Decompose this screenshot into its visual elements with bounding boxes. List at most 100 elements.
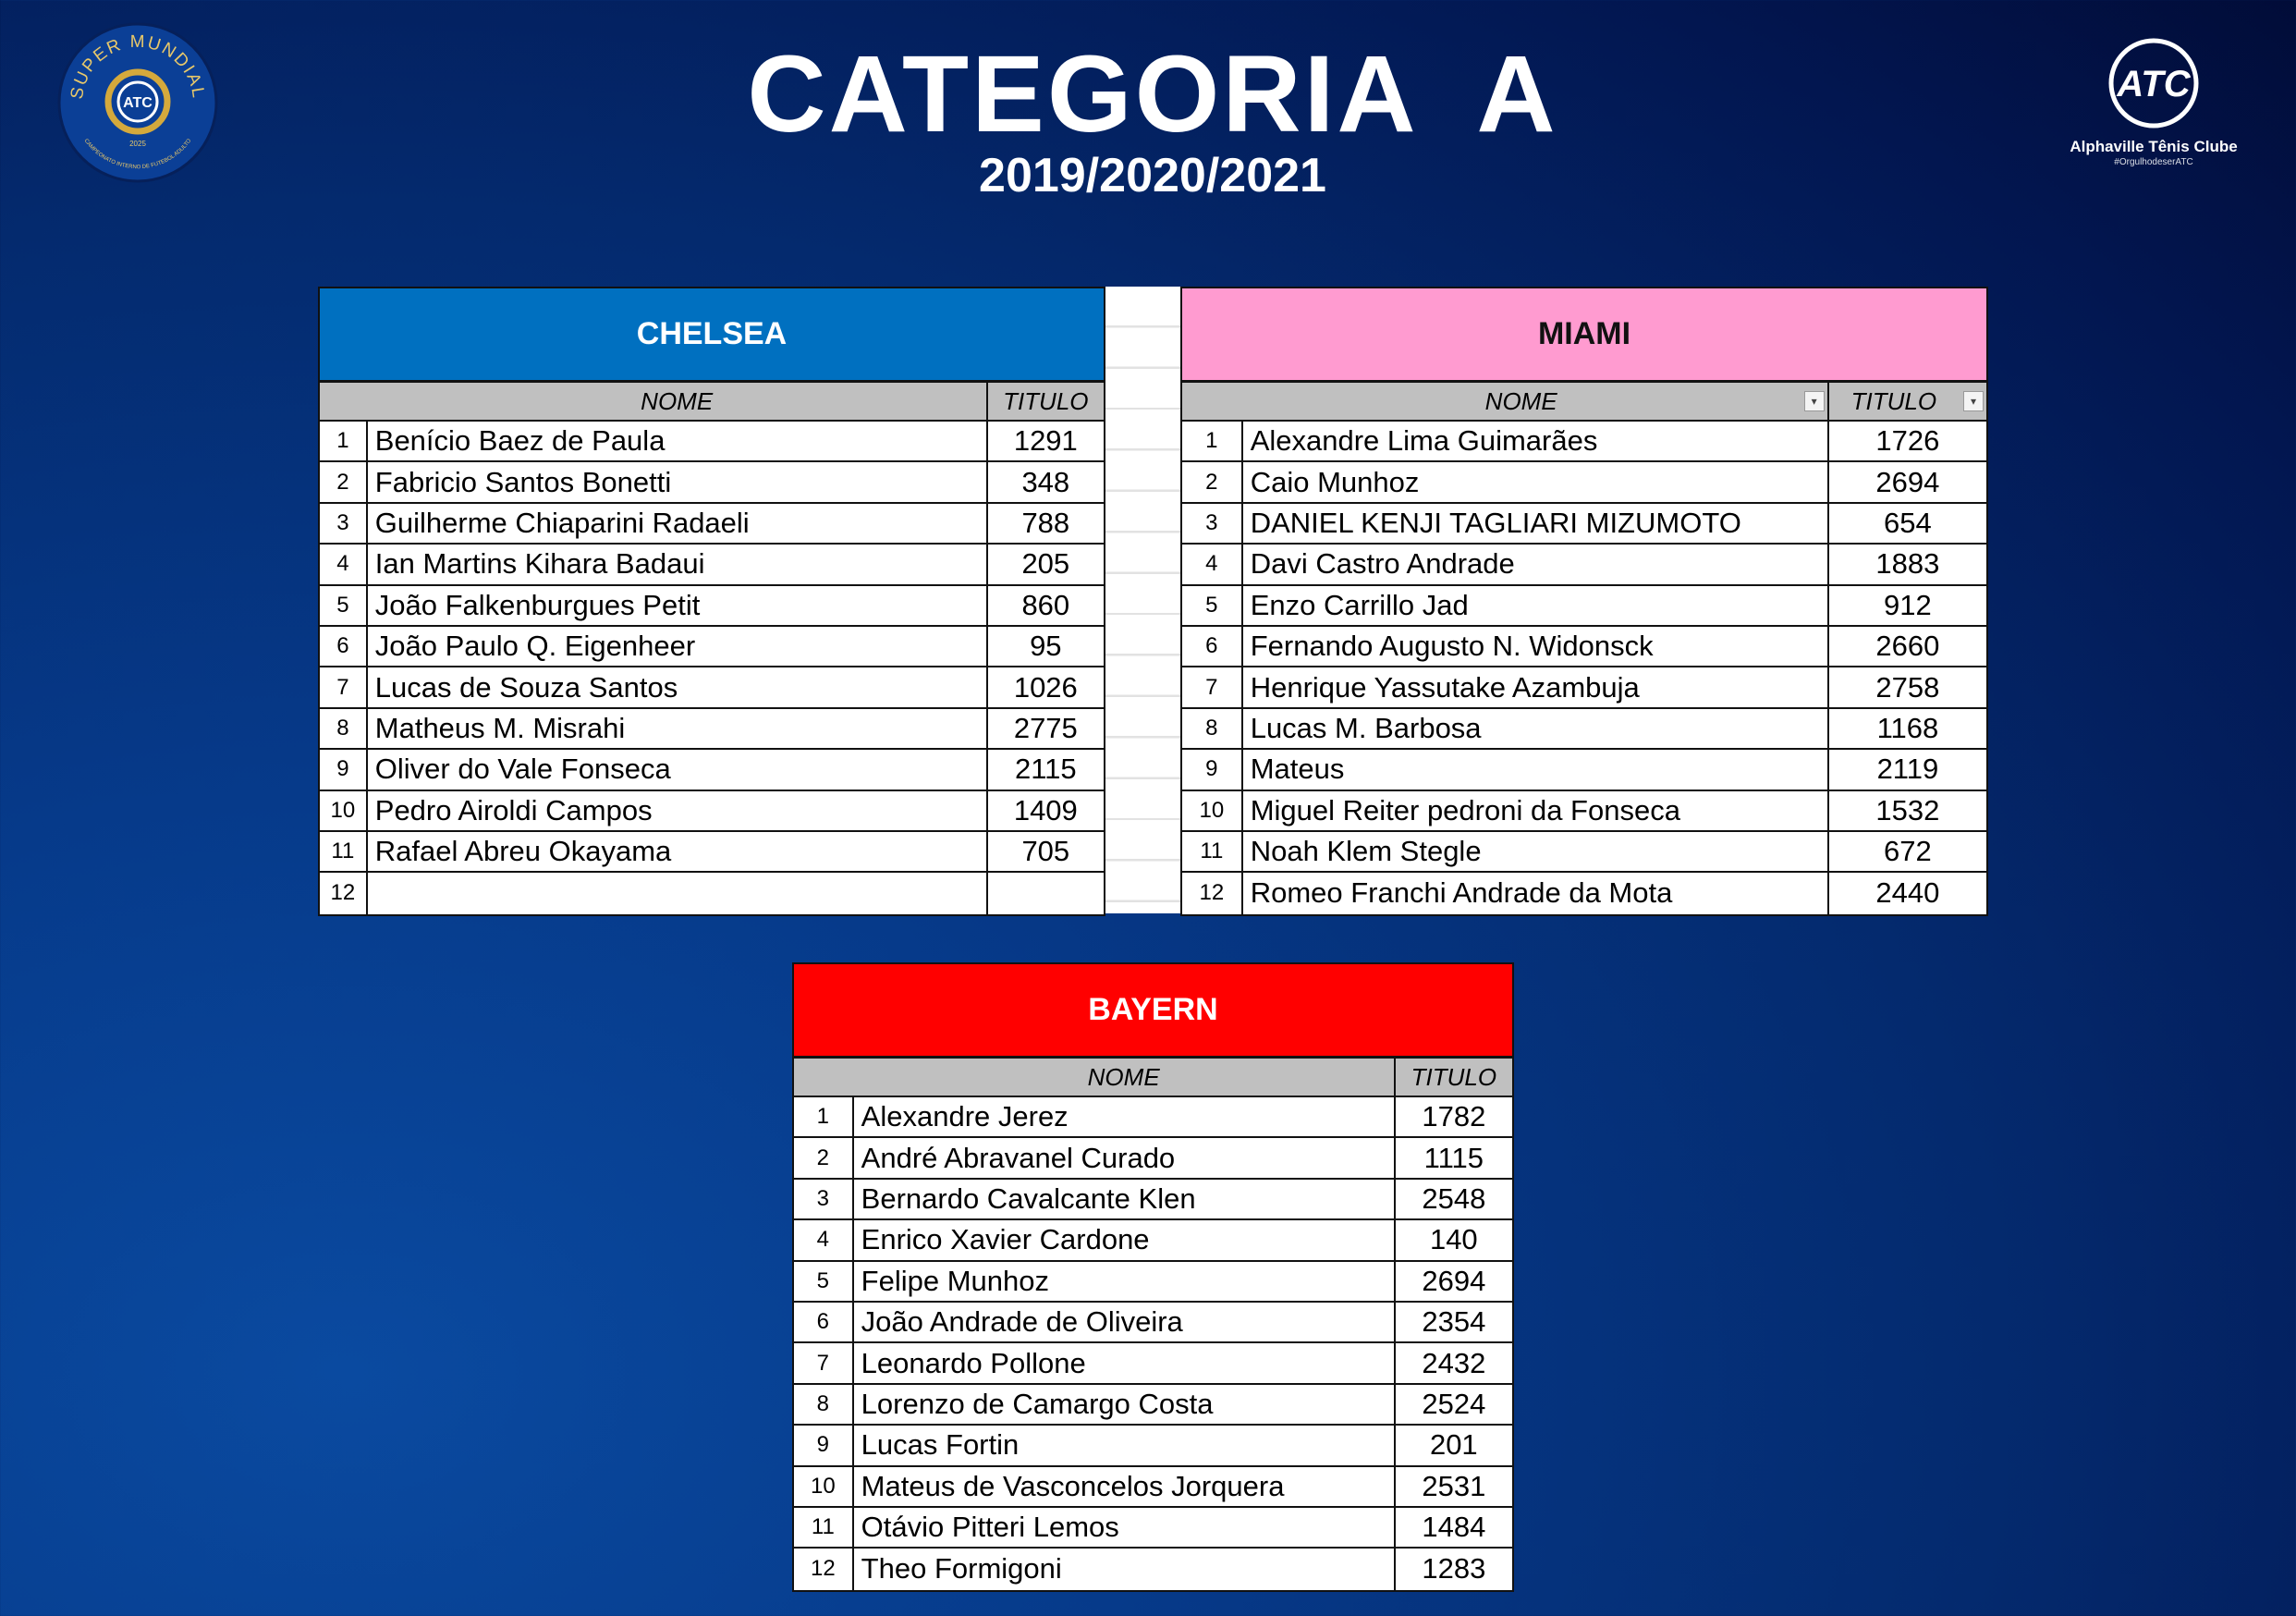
player-name: Felipe Munhoz: [854, 1261, 1396, 1301]
row-number: 5: [320, 585, 368, 625]
player-titulo: 1532: [1875, 793, 1940, 826]
player-name: Bernardo Cavalcante Klen: [854, 1179, 1396, 1219]
row-number: 11: [320, 831, 368, 872]
player-titulo: 1409: [1013, 793, 1078, 826]
row-number: 7: [794, 1343, 854, 1383]
column-header-titulo[interactable]: TITULO ▾: [1829, 383, 1986, 420]
column-header-titulo[interactable]: TITULO: [988, 383, 1104, 420]
column-label: NOME: [1087, 1062, 1160, 1091]
filter-dropdown-icon[interactable]: ▾: [1803, 391, 1825, 411]
row-number: 8: [794, 1384, 854, 1425]
player-name: Alexandre Lima Guimarães: [1243, 422, 1829, 461]
row-number: 8: [1182, 708, 1243, 749]
table-row: 7 Lucas de Souza Santos 1026: [320, 667, 1104, 709]
player-titulo: 1726: [1875, 424, 1940, 458]
player-name: Fabricio Santos Bonetti: [368, 462, 988, 502]
table-row: 5 Enzo Carrillo Jad 912: [1182, 585, 1986, 627]
player-name: Rafael Abreu Okayama: [368, 831, 988, 872]
table-row: 7 Henrique Yassutake Azambuja 2758: [1182, 667, 1986, 709]
table-row: 4 Ian Martins Kihara Badaui 205: [320, 545, 1104, 586]
column-header-number: [320, 383, 368, 420]
row-number: 11: [1182, 831, 1243, 872]
player-name: Benício Baez de Paula: [368, 422, 988, 461]
column-header-number: [1182, 383, 1243, 420]
table-row: 3 Bernardo Cavalcante Klen 2548: [794, 1179, 1512, 1221]
player-titulo: 2432: [1422, 1346, 1486, 1379]
player-name: João Falkenburgues Petit: [368, 585, 988, 625]
svg-text:ATC: ATC: [2116, 64, 2191, 104]
row-number: 12: [1182, 873, 1243, 914]
table-row: 5 João Falkenburgues Petit 860: [320, 585, 1104, 627]
player-titulo: 654: [1884, 506, 1932, 539]
super-mundial-logo: SUPER MUNDIAL CAMPEONATO INTERNO DE FUTE…: [57, 22, 218, 183]
player-titulo: 672: [1884, 835, 1932, 868]
filter-dropdown-icon[interactable]: ▾: [1963, 391, 1984, 411]
table-row: 7 Leonardo Pollone 2432: [794, 1343, 1512, 1385]
player-titulo: 2531: [1422, 1469, 1486, 1502]
column-label: NOME: [1484, 386, 1557, 415]
player-name: Theo Formigoni: [854, 1549, 1396, 1590]
row-number: 12: [794, 1549, 854, 1590]
player-titulo: 1115: [1423, 1141, 1484, 1174]
player-name: Lorenzo de Camargo Costa: [854, 1384, 1396, 1425]
player-name: Mateus: [1243, 750, 1829, 790]
table-row: 1 Alexandre Jerez 1782: [794, 1097, 1512, 1139]
player-titulo: 1782: [1422, 1100, 1486, 1133]
player-name: Pedro Airoldi Campos: [368, 790, 988, 830]
player-titulo: 205: [1021, 547, 1070, 581]
table-row: 10 Pedro Airoldi Campos 1409: [320, 790, 1104, 832]
team-header: MIAMI: [1182, 288, 1986, 383]
table-row: 3 Guilherme Chiaparini Radaeli 788: [320, 503, 1104, 545]
column-label: NOME: [641, 386, 714, 415]
player-name: Enzo Carrillo Jad: [1243, 585, 1829, 625]
row-number: 2: [320, 462, 368, 502]
player-name: Ian Martins Kihara Badaui: [368, 545, 988, 584]
row-number: 1: [320, 422, 368, 461]
table-row: 8 Matheus M. Misrahi 2775: [320, 708, 1104, 751]
player-titulo: 1168: [1876, 711, 1939, 744]
row-number: 3: [794, 1179, 854, 1219]
player-titulo: 705: [1021, 835, 1070, 868]
player-titulo: 1283: [1422, 1552, 1486, 1585]
player-name: João Paulo Q. Eigenheer: [368, 626, 988, 667]
player-titulo: 2694: [1875, 465, 1940, 498]
player-titulo: 348: [1021, 465, 1070, 498]
player-name: Enrico Xavier Cardone: [854, 1220, 1396, 1260]
table-row: 5 Felipe Munhoz 2694: [794, 1261, 1512, 1303]
table-row: 11 Otávio Pitteri Lemos 1484: [794, 1507, 1512, 1549]
player-name: Matheus M. Misrahi: [368, 708, 988, 749]
row-number: 7: [320, 667, 368, 707]
table-row: 6 Fernando Augusto N. Widonsck 2660: [1182, 626, 1986, 668]
player-titulo: 1484: [1422, 1511, 1486, 1544]
column-header-nome[interactable]: NOME: [854, 1059, 1396, 1096]
column-header-nome[interactable]: NOME ▾: [1243, 383, 1829, 420]
column-label: TITULO: [1003, 386, 1089, 415]
club-name: Alphaville Tênis Clube: [2070, 138, 2238, 155]
player-name: Mateus de Vasconcelos Jorquera: [854, 1466, 1396, 1506]
table-row: 10 Miguel Reiter pedroni da Fonseca 1532: [1182, 790, 1986, 832]
player-titulo: 1026: [1013, 670, 1078, 704]
table-row: 4 Davi Castro Andrade 1883: [1182, 545, 1986, 586]
player-titulo: 860: [1021, 588, 1070, 621]
player-name: Guilherme Chiaparini Radaeli: [368, 503, 988, 544]
table-row: 11 Rafael Abreu Okayama 705: [320, 831, 1104, 874]
player-titulo: 2660: [1875, 630, 1940, 663]
page-title: CATEGORIA A: [747, 33, 1558, 155]
table-row: 3 DANIEL KENJI TAGLIARI MIZUMOTO 654: [1182, 503, 1986, 545]
table-row: 8 Lorenzo de Camargo Costa 2524: [794, 1384, 1512, 1426]
column-header-titulo[interactable]: TITULO: [1396, 1059, 1512, 1096]
row-number: 10: [1182, 790, 1243, 830]
player-titulo: 2758: [1875, 670, 1940, 704]
table-row: 2 André Abravanel Curado 1115: [794, 1138, 1512, 1180]
player-titulo: 2354: [1422, 1305, 1486, 1339]
spacer-column: [1105, 287, 1180, 913]
table-row: 9 Lucas Fortin 201: [794, 1426, 1512, 1467]
player-name: Noah Klem Stegle: [1243, 831, 1829, 872]
column-header-nome[interactable]: NOME: [368, 383, 988, 420]
player-name: Alexandre Jerez: [854, 1097, 1396, 1137]
row-number: 10: [794, 1466, 854, 1506]
table-row: 2 Fabricio Santos Bonetti 348: [320, 462, 1104, 504]
player-name: Lucas Fortin: [854, 1426, 1396, 1465]
table-row: 1 Benício Baez de Paula 1291: [320, 422, 1104, 463]
table-row: 9 Mateus 2119: [1182, 750, 1986, 791]
